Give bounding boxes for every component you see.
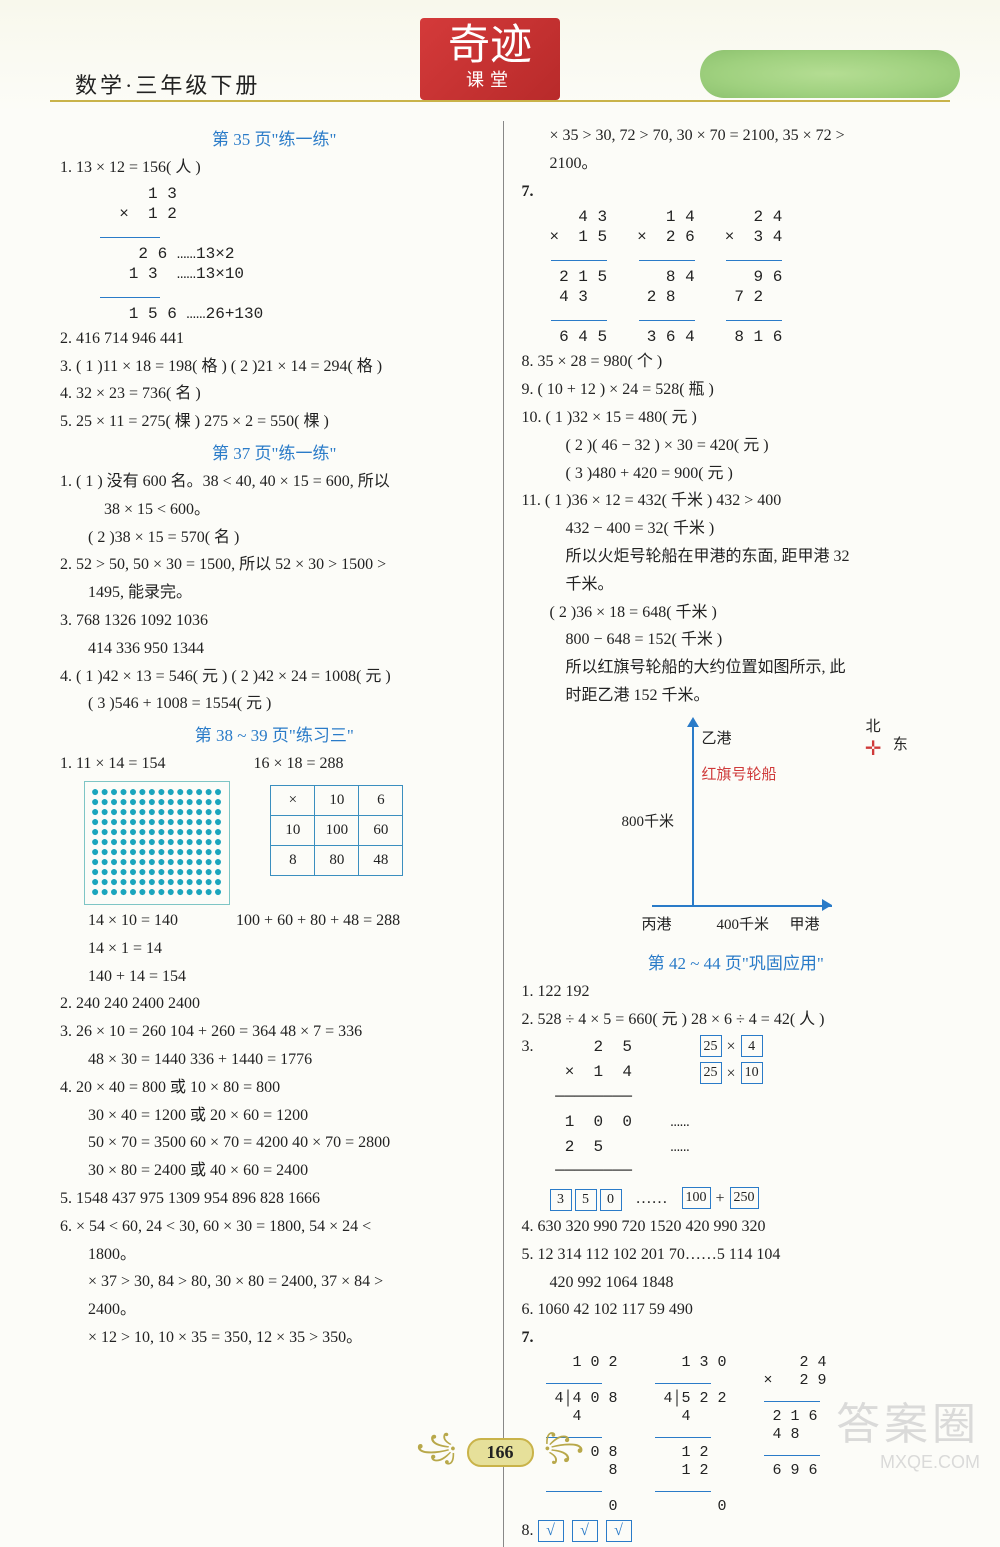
p42-4: 4. 630 320 990 720 1520 420 990 320 — [522, 1215, 951, 1240]
l-2: 2. 416 714 946 441 — [60, 327, 489, 352]
vmul-row: 1 3 — [100, 184, 489, 204]
p37-1c: ( 2 )38 × 15 = 570( 名 ) — [60, 526, 489, 551]
p38-3a: 3. 26 × 10 = 260 104 + 260 = 364 48 × 7 … — [60, 1020, 489, 1045]
check-icon: √ — [572, 1520, 598, 1542]
book-title: 数学·三年级下册 — [75, 68, 260, 100]
p42-3: 3. 2 5 × 1 4 ──────── 1 0 0 …… 2 5 …… ──… — [522, 1035, 951, 1184]
watermark: 答案圈 MXQE.COM — [836, 1388, 980, 1473]
swirl-right-icon: ꧂ — [544, 1426, 585, 1479]
swirl-left-icon: ꧁ — [416, 1426, 457, 1479]
p38-2: 2. 240 240 2400 2400 — [60, 992, 489, 1017]
l-1: 1. 13 × 12 = 156( 人 ) — [60, 156, 489, 181]
compass-icon: 北 ✛ 东 — [865, 715, 882, 761]
check-icon: √ — [538, 1520, 564, 1542]
section-p38: 第 38 ~ 39 页"练习三" — [60, 721, 489, 746]
r-11f: 800 − 648 = 152( 千米 ) — [522, 628, 951, 653]
p37-4a: 4. ( 1 )42 × 13 = 546( 元 ) ( 2 )42 × 24 … — [60, 665, 489, 690]
p42-6: 6. 1060 42 102 117 59 490 — [522, 1298, 951, 1323]
p38-6a: 6. × 54 < 60, 24 < 30, 60 × 30 = 1800, 5… — [60, 1215, 489, 1240]
r-7: 7. — [522, 180, 951, 205]
p38-1c: 14 × 10 = 140 100 + 60 + 80 + 48 = 288 — [60, 909, 489, 934]
header-underline — [50, 100, 950, 102]
p42-5a: 5. 12 314 112 102 201 70……5 114 104 — [522, 1243, 951, 1268]
l-3: 3. ( 1 )11 × 18 = 198( 格 ) ( 2 )21 × 14 … — [60, 355, 489, 380]
vmul-row: × 1 2 — [100, 204, 489, 224]
r-11h: 时距乙港 152 千米。 — [522, 684, 951, 709]
r-11g: 所以红旗号轮船的大约位置如图所示, 此 — [522, 656, 951, 681]
vmul-row: 1 3 ……13×10 — [100, 264, 489, 284]
p38-4a: 4. 20 × 40 = 800 或 10 × 80 = 800 — [60, 1076, 489, 1101]
r-11d: 千米。 — [522, 573, 951, 598]
p42-8: 8. √ √ √ — [522, 1519, 951, 1544]
vmul-row: 2 6 ……13×2 — [100, 244, 489, 264]
p38-6c: × 37 > 30, 84 > 80, 30 × 80 = 2400, 37 ×… — [60, 1270, 489, 1295]
p42-2: 2. 528 ÷ 4 × 5 = 660( 元 ) 28 × 6 ÷ 4 = 4… — [522, 1008, 951, 1033]
p37-1b: 38 × 15 < 600。 — [60, 498, 489, 523]
p38-6b: 1800。 — [60, 1243, 489, 1268]
watermark-small: MXQE.COM — [836, 1452, 980, 1473]
p38-4d: 30 × 80 = 2400 或 40 × 60 = 2400 — [60, 1159, 489, 1184]
diagram-bing: 丙港 — [642, 913, 672, 934]
p37-2b: 1495, 能录完。 — [60, 581, 489, 606]
r-8: 8. 35 × 28 = 980( 个 ) — [522, 350, 951, 375]
vmul-row: 1 5 6 ……26+130 — [100, 304, 489, 324]
p42-7: 7. — [522, 1326, 951, 1351]
p38-6d: 2400。 — [60, 1298, 489, 1323]
page-header: 数学·三年级下册 奇迹 课堂 — [0, 0, 1000, 115]
section-p35: 第 35 页"练一练" — [60, 125, 489, 150]
p38-5: 5. 1548 437 975 1309 954 896 828 1666 — [60, 1187, 489, 1212]
r-top-a: × 35 > 30, 72 > 70, 30 × 70 = 2100, 35 ×… — [522, 124, 951, 149]
p38-6e: × 12 > 10, 10 × 35 = 350, 12 × 35 > 350。 — [60, 1326, 489, 1351]
header-decoration — [700, 50, 960, 98]
p42-1: 1. 122 192 — [522, 980, 951, 1005]
p42-3-result: 350 …… 100+250 — [522, 1187, 951, 1212]
p37-3a: 3. 768 1326 1092 1036 — [60, 609, 489, 634]
logo-big: 奇迹 — [448, 26, 532, 66]
diagram-jia: 甲港 — [790, 913, 820, 934]
p37-1a: 1. ( 1 ) 没有 600 名。38 < 40, 40 × 15 = 600… — [60, 470, 489, 495]
section-p37: 第 37 页"练一练" — [60, 439, 489, 464]
brand-logo: 奇迹 课堂 — [420, 18, 560, 100]
vertical-mul-1: 1 3 × 1 2 2 6 ……13×2 1 3 ……13×10 1 5 6 …… — [100, 184, 489, 324]
right-column: × 35 > 30, 72 > 70, 30 × 70 = 2100, 35 ×… — [503, 121, 951, 1547]
mini-table: ×106 1010060 88048 — [270, 785, 403, 876]
p38-4c: 50 × 70 = 3500 60 × 70 = 4200 40 × 70 = … — [60, 1131, 489, 1156]
diagram-hongqi: 红旗号轮船 — [702, 763, 777, 784]
dot-grid: document.write(Array(11).fill('<div clas… — [84, 781, 230, 905]
r-10b: ( 2 )( 46 − 32 ) × 30 = 420( 元 ) — [522, 434, 951, 459]
r-top-b: 2100。 — [522, 152, 951, 177]
box-row: 25×4 — [700, 1035, 763, 1060]
p38-3b: 48 × 30 = 1440 336 + 1440 = 1776 — [60, 1048, 489, 1073]
p42-5b: 420 992 1064 1848 — [522, 1271, 951, 1296]
watermark-big: 答案圈 — [836, 1388, 980, 1452]
diagram-800: 800千米 — [622, 810, 675, 831]
diagram-yi: 乙港 — [702, 727, 732, 748]
section-p42: 第 42 ~ 44 页"巩固应用" — [522, 949, 951, 974]
p38-1-row: 1. 11 × 14 = 154 16 × 18 = 288 — [60, 752, 489, 777]
r-9: 9. ( 10 + 12 ) × 24 = 528( 瓶 ) — [522, 378, 951, 403]
p37-2a: 2. 52 > 50, 50 × 30 = 1500, 所以 52 × 30 >… — [60, 553, 489, 578]
p38-4b: 30 × 40 = 1200 或 20 × 60 = 1200 — [60, 1104, 489, 1129]
left-column: 第 35 页"练一练" 1. 13 × 12 = 156( 人 ) 1 3 × … — [60, 121, 503, 1547]
logo-small: 课堂 — [466, 66, 514, 92]
r-11a: 11. ( 1 )36 × 12 = 432( 千米 ) 432 > 400 — [522, 489, 951, 514]
r-11b: 432 − 400 = 32( 千米 ) — [522, 517, 951, 542]
page-number: 166 — [467, 1438, 534, 1467]
p37-4b: ( 3 )546 + 1008 = 1554( 元 ) — [60, 692, 489, 717]
r-10c: ( 3 )480 + 420 = 900( 元 ) — [522, 462, 951, 487]
mul3-group: 4 3× 1 5 2 1 5 4 3 6 4 5 1 4× 2 6 8 4 2 … — [550, 207, 951, 347]
r-10a: 10. ( 1 )32 × 15 = 480( 元 ) — [522, 406, 951, 431]
p38-1f: 140 + 14 = 154 — [60, 965, 489, 990]
l-4: 4. 32 × 23 = 736( 名 ) — [60, 382, 489, 407]
r-11e: ( 2 )36 × 18 = 648( 千米 ) — [522, 601, 951, 626]
p37-3b: 414 336 950 1344 — [60, 637, 489, 662]
p38-1b: 16 × 18 = 288 — [253, 755, 343, 772]
l-5: 5. 25 × 11 = 275( 棵 ) 275 × 2 = 550( 棵 ) — [60, 410, 489, 435]
check-icon: √ — [606, 1520, 632, 1542]
p38-1a: 1. 11 × 14 = 154 — [60, 755, 165, 772]
p38-1e: 14 × 1 = 14 — [60, 937, 489, 962]
diagram-400: 400千米 — [717, 913, 770, 934]
r-11c: 所以火炬号轮船在甲港的东面, 距甲港 32 — [522, 545, 951, 570]
position-diagram: 乙港 红旗号轮船 800千米 丙港 400千米 甲港 北 ✛ 东 — [522, 715, 902, 945]
